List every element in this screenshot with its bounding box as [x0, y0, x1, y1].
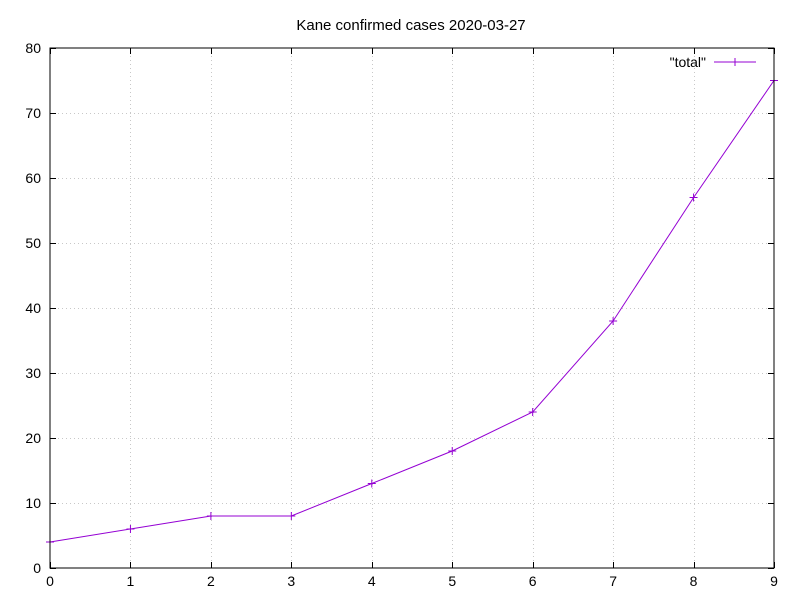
y-tick-label: 40 [25, 300, 41, 316]
y-tick-label: 0 [33, 560, 41, 576]
data-point [206, 512, 215, 520]
data-point [689, 193, 698, 202]
data-point [528, 408, 537, 416]
y-tick-label: 20 [25, 430, 41, 446]
x-tick-label: 6 [529, 573, 537, 589]
y-tick-label: 70 [25, 105, 41, 121]
series-line-total [49, 80, 775, 543]
legend: "total" [670, 54, 756, 70]
data-point [367, 479, 376, 488]
axis-ticks: 0 1 2 3 4 5 6 7 8 9 0 10 20 30 40 50 60 70 80 [25, 40, 778, 589]
chart-title: Kane confirmed cases 2020-03-27 [296, 17, 525, 34]
legend-label-total: "total" [670, 54, 706, 70]
series-layer [46, 76, 778, 546]
grid-lines [50, 48, 774, 568]
data-point [609, 317, 618, 325]
x-tick-label: 8 [690, 573, 698, 589]
x-tick-label: 1 [127, 573, 135, 589]
y-tick-label: 50 [25, 235, 41, 251]
x-tick-label: 4 [368, 573, 376, 589]
x-tick-label: 5 [448, 573, 456, 589]
x-tick-label: 9 [770, 573, 778, 589]
y-tick-label: 10 [25, 495, 41, 511]
data-point [448, 447, 457, 455]
x-tick-label: 7 [609, 573, 617, 589]
y-tick-label: 80 [25, 40, 41, 56]
data-point [287, 512, 296, 520]
x-tick-label: 0 [46, 573, 54, 589]
y-tick-label: 30 [25, 365, 41, 381]
y-tick-label: 60 [25, 170, 41, 186]
x-tick-label: 2 [207, 573, 215, 589]
data-point [126, 525, 135, 533]
x-tick-label: 3 [287, 573, 295, 589]
